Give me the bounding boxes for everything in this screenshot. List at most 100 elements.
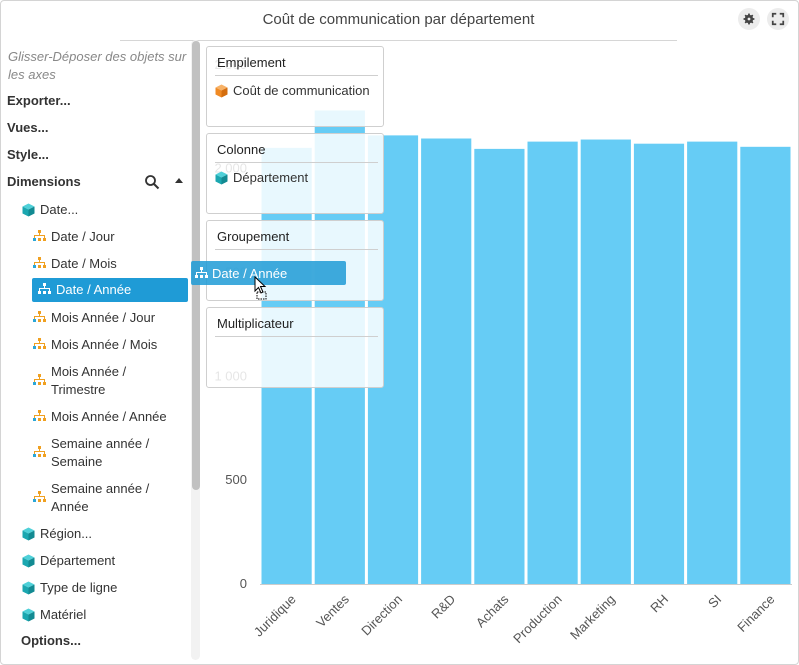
menu-views[interactable]: Vues... xyxy=(7,120,49,135)
x-tick-label: Ventes xyxy=(313,591,352,630)
hierarchy-item-semaine-semaine[interactable]: Semaine année / Semaine xyxy=(33,435,173,471)
bar-chart: 05001 0001 5002 0002 500JuridiqueVentesD… xyxy=(200,44,799,665)
zone-title: Multiplicateur xyxy=(217,316,294,331)
dimension-label: Date / Mois xyxy=(51,256,117,271)
x-tick-label: RH xyxy=(647,592,671,616)
hierarchy-item-date-jour[interactable]: Date / Jour xyxy=(33,228,115,246)
dimension-label: Semaine année / Semaine xyxy=(51,436,150,469)
sidebar: Glisser-Déposer des objets sur les axes … xyxy=(0,44,200,665)
hierarchy-icon xyxy=(33,491,46,502)
dimension-item-type-de-ligne[interactable]: Type de ligne xyxy=(22,579,117,597)
dimension-label: Mois Année / Jour xyxy=(51,310,156,325)
x-tick-label: Marketing xyxy=(567,592,618,643)
hierarchy-icon xyxy=(33,410,46,421)
dimension-label: Région... xyxy=(40,526,93,541)
bar[interactable] xyxy=(474,148,525,584)
dimension-item-materiel[interactable]: Matériel xyxy=(22,606,86,624)
hierarchy-item-moisannee-mois[interactable]: Mois Année / Mois xyxy=(33,336,157,354)
dimension-label: Date / Jour xyxy=(51,229,115,244)
menu-export[interactable]: Exporter... xyxy=(7,93,71,108)
menu-options[interactable]: Options... xyxy=(21,633,81,648)
gear-icon xyxy=(743,13,755,25)
cube-icon xyxy=(22,527,35,541)
zone-item-label: Coût de communication xyxy=(233,83,370,98)
drag-ghost[interactable]: Date / Année xyxy=(191,261,346,285)
zone-item-measure[interactable]: Coût de communication xyxy=(215,83,370,98)
search-icon[interactable] xyxy=(144,174,160,190)
bar[interactable] xyxy=(740,146,791,585)
cube-icon xyxy=(215,171,228,184)
x-tick-label: Production xyxy=(510,592,565,647)
dimension-label: Type de ligne xyxy=(40,580,118,595)
dimension-label: Date / Année xyxy=(56,282,132,297)
hierarchy-icon xyxy=(33,374,46,385)
zone-title: Colonne xyxy=(217,142,266,157)
cube-icon xyxy=(22,581,35,595)
hierarchy-icon xyxy=(195,267,208,278)
measure-cube-icon xyxy=(215,84,228,97)
dimension-label: Matériel xyxy=(40,607,87,622)
bar[interactable] xyxy=(580,139,631,584)
y-tick-label: 0 xyxy=(240,576,247,591)
fullscreen-button[interactable] xyxy=(767,8,789,30)
x-tick-label: SI xyxy=(705,592,724,611)
dimension-label: Mois Année / Année xyxy=(51,409,167,424)
zone-multiplier[interactable]: Multiplicateur xyxy=(206,307,384,388)
zone-item-dimension[interactable]: Département xyxy=(215,170,308,185)
zone-column[interactable]: Colonne Département xyxy=(206,133,384,214)
divider xyxy=(215,75,378,76)
dimension-label: Date... xyxy=(40,202,79,217)
bar[interactable] xyxy=(421,138,472,585)
cube-icon xyxy=(22,554,35,568)
hierarchy-icon xyxy=(33,230,46,241)
chart-title: Coût de communication par département xyxy=(120,10,677,41)
hierarchy-item-date-annee[interactable]: Date / Année xyxy=(32,278,188,302)
dimensions-label: Dimensions xyxy=(7,174,81,189)
zone-grouping[interactable]: Groupement xyxy=(206,220,384,301)
bar[interactable] xyxy=(687,141,738,584)
dimension-label: Département xyxy=(40,553,116,568)
hierarchy-icon xyxy=(33,311,46,322)
drag-cursor-icon xyxy=(254,276,267,300)
dimension-item-date[interactable]: Date... xyxy=(22,201,78,219)
dimension-item-region[interactable]: Région... xyxy=(22,525,92,543)
divider xyxy=(215,336,378,337)
zone-title: Empilement xyxy=(217,55,286,70)
hierarchy-item-semaine-annee[interactable]: Semaine année / Année xyxy=(33,480,173,516)
bar[interactable] xyxy=(527,141,578,584)
zone-title: Groupement xyxy=(217,229,290,244)
menu-style[interactable]: Style... xyxy=(7,147,49,162)
dimensions-header[interactable]: Dimensions xyxy=(7,174,189,192)
divider xyxy=(215,162,378,163)
x-tick-label: R&D xyxy=(428,592,458,622)
x-tick-label: Finance xyxy=(734,592,777,635)
dimension-label: Mois Année / Mois xyxy=(51,337,158,352)
hierarchy-item-date-mois[interactable]: Date / Mois xyxy=(33,255,117,273)
collapse-icon[interactable] xyxy=(175,178,183,183)
cube-icon xyxy=(22,203,35,217)
fullscreen-icon xyxy=(771,12,785,26)
settings-button[interactable] xyxy=(738,8,760,30)
hierarchy-icon xyxy=(33,446,46,457)
hierarchy-item-moisannee-trimestre[interactable]: Mois Année / Trimestre xyxy=(33,363,163,399)
dimension-label: Mois Année / Trimestre xyxy=(51,364,127,397)
hierarchy-icon xyxy=(33,257,46,268)
zone-item-label: Département xyxy=(233,170,309,185)
dimension-item-departement[interactable]: Département xyxy=(22,552,115,570)
dimension-label: Semaine année / Année xyxy=(51,481,150,514)
bar[interactable] xyxy=(633,143,685,584)
drag-drop-hint: Glisser-Déposer des objets sur les axes xyxy=(8,49,187,82)
y-tick-label: 500 xyxy=(225,472,247,487)
chart-svg: 05001 0001 5002 0002 500JuridiqueVentesD… xyxy=(214,57,792,647)
cube-icon xyxy=(22,608,35,622)
hierarchy-icon xyxy=(33,338,46,349)
x-tick-label: Juridique xyxy=(251,592,299,640)
drag-ghost-label: Date / Année xyxy=(212,265,288,281)
hierarchy-item-moisannee-jour[interactable]: Mois Année / Jour xyxy=(33,309,155,327)
hierarchy-icon xyxy=(38,283,51,294)
hierarchy-item-moisannee-annee[interactable]: Mois Année / Année xyxy=(33,408,167,426)
x-tick-label: Direction xyxy=(358,592,405,639)
zone-stacking[interactable]: Empilement Coût de communication xyxy=(206,46,384,127)
x-tick-label: Achats xyxy=(473,591,512,630)
divider xyxy=(215,249,378,250)
